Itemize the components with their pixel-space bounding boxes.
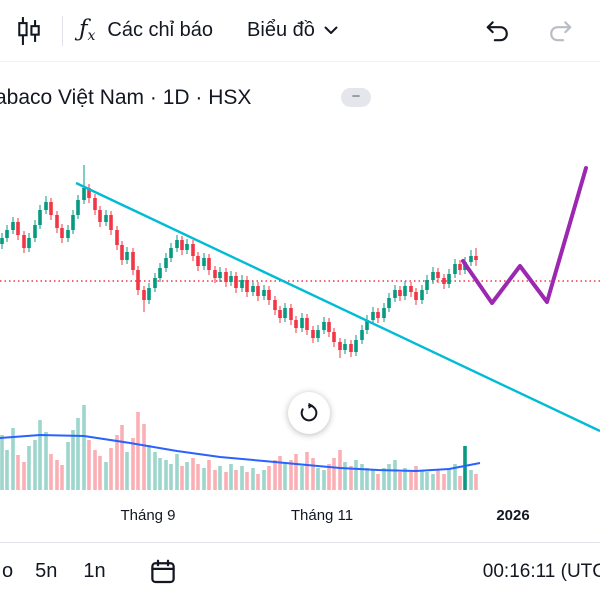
chart-menu-label: Biểu đồ	[247, 19, 315, 41]
fx-icon: ƒx	[79, 16, 96, 44]
undo-icon	[486, 20, 508, 41]
toolbar-divider	[62, 15, 63, 46]
reload-button[interactable]	[288, 392, 330, 434]
goto-date-button[interactable]	[148, 557, 178, 587]
top-toolbar: ƒx Các chỉ báo Biểu đồ	[0, 0, 600, 62]
reload-icon	[300, 402, 318, 422]
session-clock[interactable]: 00:16:11 (UTC	[482, 560, 600, 582]
timeframe-5n-button[interactable]: 5n	[35, 560, 58, 582]
undo-button[interactable]	[484, 18, 510, 44]
svg-text:2026: 2026	[496, 507, 529, 524]
minus-icon: −	[351, 88, 361, 105]
redo-icon	[550, 20, 572, 41]
indicators-label: Các chỉ báo	[107, 19, 214, 41]
svg-text:Tháng 11: Tháng 11	[291, 507, 353, 524]
redo-button[interactable]	[548, 18, 574, 44]
legend-collapse-button[interactable]: −	[341, 88, 371, 107]
chart-menu-button[interactable]: Biểu đồ	[247, 19, 338, 42]
chart-style-button[interactable]	[12, 14, 46, 48]
timeframe-truncated[interactable]: o	[2, 560, 14, 582]
timeframe-1n-button[interactable]: 1n	[83, 560, 106, 582]
calendar-icon	[150, 559, 175, 583]
svg-text:Tháng 9: Tháng 9	[120, 507, 175, 524]
bottom-toolbar: o 5n 1n 00:16:11 (UTC	[0, 542, 600, 600]
candles-icon	[18, 16, 40, 45]
symbol-title[interactable]: abaco Việt Nam · 1D · HSX	[0, 86, 252, 109]
chevron-down-icon	[324, 26, 338, 34]
indicators-button[interactable]: ƒx Các chỉ báo	[79, 16, 214, 44]
